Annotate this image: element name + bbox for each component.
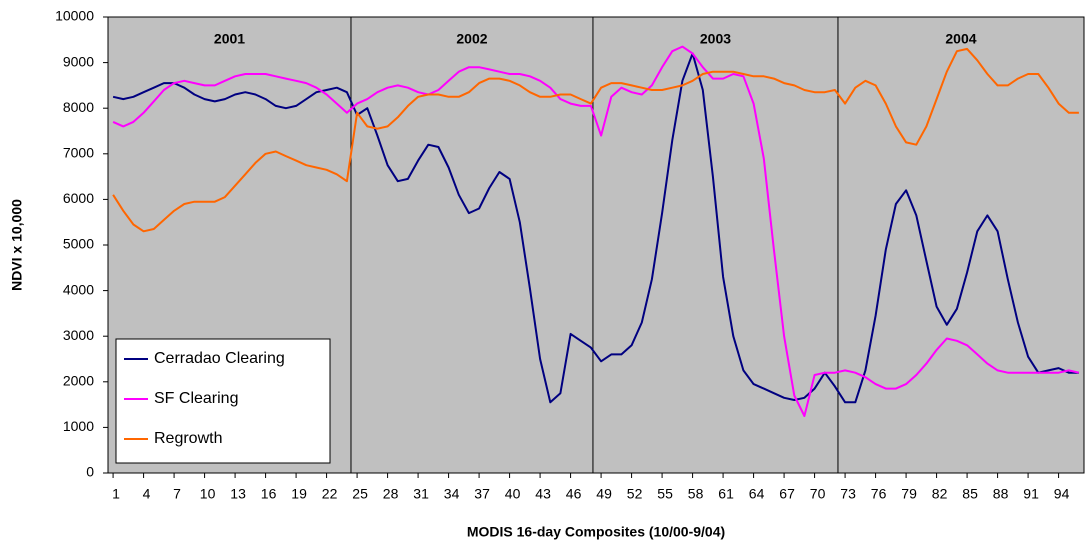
y-tick-label: 3000 (63, 327, 94, 343)
period-label: 2001 (214, 31, 245, 47)
x-tick-label: 82 (932, 486, 948, 502)
x-tick-label: 88 (993, 486, 1009, 502)
x-tick-label: 58 (688, 486, 704, 502)
x-tick-label: 37 (474, 486, 490, 502)
x-tick-label: 61 (718, 486, 734, 502)
x-tick-label: 19 (291, 486, 307, 502)
x-tick-label: 79 (901, 486, 917, 502)
x-tick-label: 7 (173, 486, 181, 502)
x-tick-label: 13 (230, 486, 246, 502)
x-tick-label: 31 (413, 486, 429, 502)
x-tick-label: 49 (596, 486, 612, 502)
x-tick-label: 34 (444, 486, 460, 502)
legend-label: Cerradao Clearing (154, 350, 285, 367)
y-tick-label: 5000 (63, 236, 94, 252)
x-tick-label: 28 (383, 486, 399, 502)
x-tick-label: 94 (1054, 486, 1070, 502)
x-tick-label: 73 (840, 486, 856, 502)
legend-box (115, 338, 331, 464)
legend: Cerradao Clearing SF Clearing Regrowth (115, 338, 331, 464)
x-tick-label: 64 (749, 486, 765, 502)
x-tick-label: 43 (535, 486, 551, 502)
x-tick-label: 91 (1023, 486, 1039, 502)
y-tick-label: 7000 (63, 145, 94, 161)
x-axis-title: MODIS 16-day Composites (10/00-9/04) (467, 524, 725, 540)
plot-border (107, 16, 1085, 474)
period-label: 2004 (945, 31, 976, 47)
period-label: 2003 (700, 31, 731, 47)
x-tick-label: 70 (810, 486, 826, 502)
x-tick-label: 16 (261, 486, 277, 502)
series-line (112, 52, 1079, 404)
x-tick-label: 4 (143, 486, 151, 502)
x-tick-label: 10 (200, 486, 216, 502)
x-tick-label: 52 (627, 486, 643, 502)
period-label: 2002 (456, 31, 487, 47)
y-tick-label: 9000 (63, 53, 94, 69)
y-tick-label: 10000 (55, 8, 94, 24)
legend-label: SF Clearing (154, 390, 238, 407)
x-tick-label: 22 (322, 486, 338, 502)
y-tick-label: 1000 (63, 418, 94, 434)
x-tick-label: 25 (352, 486, 368, 502)
y-axis-title: NDVI x 10,000 (9, 199, 25, 291)
y-tick-label: 0 (86, 464, 94, 480)
y-tick-label: 6000 (63, 190, 94, 206)
x-tick-label: 55 (657, 486, 673, 502)
x-tick-label: 40 (505, 486, 521, 502)
x-tick-label: 85 (962, 486, 978, 502)
x-tick-label: 46 (566, 486, 582, 502)
y-tick-label: 8000 (63, 99, 94, 115)
y-tick-label: 2000 (63, 373, 94, 389)
x-tick-label: 76 (871, 486, 887, 502)
x-tick-label: 1 (112, 486, 120, 502)
legend-label: Regrowth (154, 430, 222, 447)
series-line (112, 45, 1080, 417)
y-tick-label: 4000 (63, 281, 94, 297)
x-tick-label: 67 (779, 486, 795, 502)
series-line (112, 47, 1079, 233)
